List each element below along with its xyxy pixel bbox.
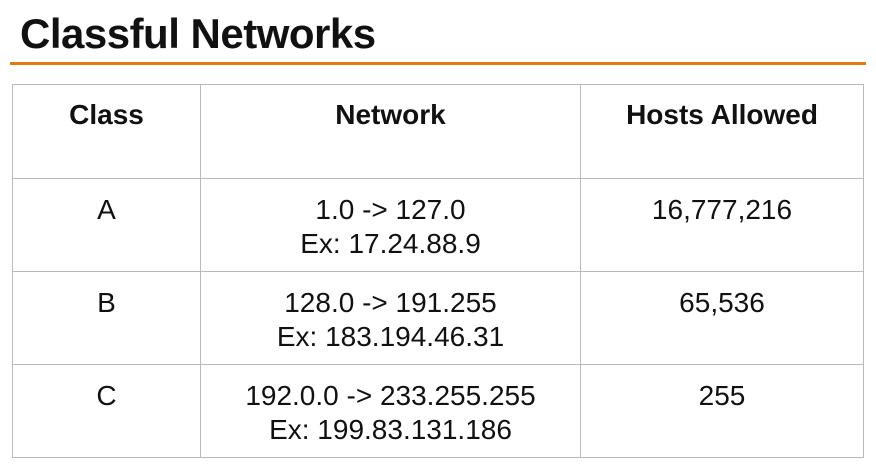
cell-network: 192.0.0 -> 233.255.255 Ex: 199.83.131.18… bbox=[200, 364, 581, 458]
cell-hosts: 65,536 bbox=[580, 271, 864, 365]
header-network: Network bbox=[200, 84, 581, 179]
header-hosts-allowed: Hosts Allowed bbox=[580, 84, 864, 179]
network-example: Ex: 199.83.131.186 bbox=[269, 414, 512, 445]
network-example: Ex: 17.24.88.9 bbox=[300, 228, 481, 259]
table-row: C 192.0.0 -> 233.255.255 Ex: 199.83.131.… bbox=[12, 364, 864, 458]
table-header-row: Class Network Hosts Allowed bbox=[12, 84, 864, 179]
network-range: 192.0.0 -> 233.255.255 bbox=[245, 380, 536, 411]
cell-network: 128.0 -> 191.255 Ex: 183.194.46.31 bbox=[200, 271, 581, 365]
cell-class: A bbox=[12, 178, 201, 272]
page-title: Classful Networks bbox=[20, 10, 376, 57]
header-class: Class bbox=[12, 84, 201, 179]
network-range: 1.0 -> 127.0 bbox=[315, 194, 466, 225]
classful-networks-table: Class Network Hosts Allowed A 1.0 -> 127… bbox=[12, 84, 864, 458]
table-row: B 128.0 -> 191.255 Ex: 183.194.46.31 65,… bbox=[12, 271, 864, 365]
network-example: Ex: 183.194.46.31 bbox=[276, 321, 505, 352]
cell-hosts: 255 bbox=[580, 364, 864, 458]
table-row: A 1.0 -> 127.0 Ex: 17.24.88.9 16,777,216 bbox=[12, 178, 864, 272]
cell-hosts: 16,777,216 bbox=[580, 178, 864, 272]
network-range: 128.0 -> 191.255 bbox=[284, 287, 497, 318]
cell-class: C bbox=[12, 364, 201, 458]
cell-network: 1.0 -> 127.0 Ex: 17.24.88.9 bbox=[200, 178, 581, 272]
title-underline bbox=[10, 62, 866, 65]
cell-class: B bbox=[12, 271, 201, 365]
